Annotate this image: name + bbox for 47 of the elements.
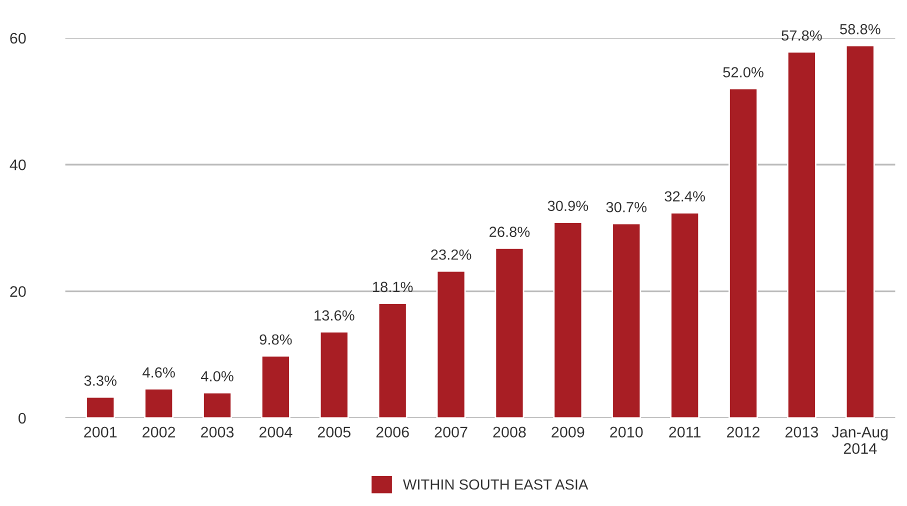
x-tick-label: 2005 bbox=[318, 426, 350, 438]
y-tick-label: 60 bbox=[10, 32, 26, 44]
data-label: 32.4% bbox=[664, 191, 705, 202]
bar bbox=[494, 248, 524, 418]
bar bbox=[378, 302, 408, 418]
bar bbox=[86, 396, 116, 418]
x-tick-label: 2009 bbox=[552, 426, 584, 438]
x-tick-label: Jan-Aug 2014 bbox=[832, 426, 888, 454]
x-tick-label: 2012 bbox=[727, 426, 760, 438]
y-tick-label: 40 bbox=[10, 159, 26, 170]
bar bbox=[670, 212, 700, 418]
data-label: 30.7% bbox=[606, 202, 647, 212]
data-label: 4.0% bbox=[200, 371, 234, 382]
data-label: 9.8% bbox=[260, 334, 292, 345]
bar bbox=[728, 88, 758, 418]
data-label: 23.2% bbox=[431, 249, 472, 260]
y-tick-label: 0 bbox=[18, 412, 26, 424]
x-tick-label: 2013 bbox=[785, 426, 818, 438]
bar bbox=[612, 222, 642, 418]
x-tick-label: 2008 bbox=[493, 426, 526, 438]
data-label: 13.6% bbox=[314, 310, 354, 321]
bar bbox=[202, 392, 232, 418]
data-label: 4.6% bbox=[142, 367, 175, 378]
data-label: 18.1% bbox=[373, 282, 413, 292]
bar bbox=[553, 222, 583, 418]
bar bbox=[144, 388, 174, 418]
y-tick-label: 20 bbox=[10, 286, 26, 297]
bar bbox=[436, 270, 466, 418]
x-tick-label: 2001 bbox=[84, 426, 117, 438]
bar bbox=[786, 51, 816, 418]
x-tick-label: 2006 bbox=[376, 426, 409, 438]
bar bbox=[260, 355, 290, 418]
x-tick-label: 2002 bbox=[142, 426, 176, 438]
x-tick-label: 2010 bbox=[610, 426, 643, 438]
x-tick-label: 2004 bbox=[259, 426, 292, 438]
data-label: 3.3% bbox=[84, 376, 116, 386]
x-tick-label: 2003 bbox=[201, 426, 234, 438]
x-tick-label: 2007 bbox=[434, 426, 468, 438]
legend-label: WITHIN SOUTH EAST ASIA bbox=[402, 479, 588, 490]
data-label: 30.9% bbox=[548, 200, 588, 212]
data-label: 26.8% bbox=[490, 226, 530, 238]
data-label: 58.8% bbox=[840, 24, 880, 34]
x-tick-label: 2011 bbox=[669, 426, 700, 438]
bar bbox=[319, 331, 349, 418]
bar bbox=[845, 44, 875, 418]
data-label: 57.8% bbox=[782, 30, 822, 41]
data-label: 52.0% bbox=[723, 67, 764, 78]
